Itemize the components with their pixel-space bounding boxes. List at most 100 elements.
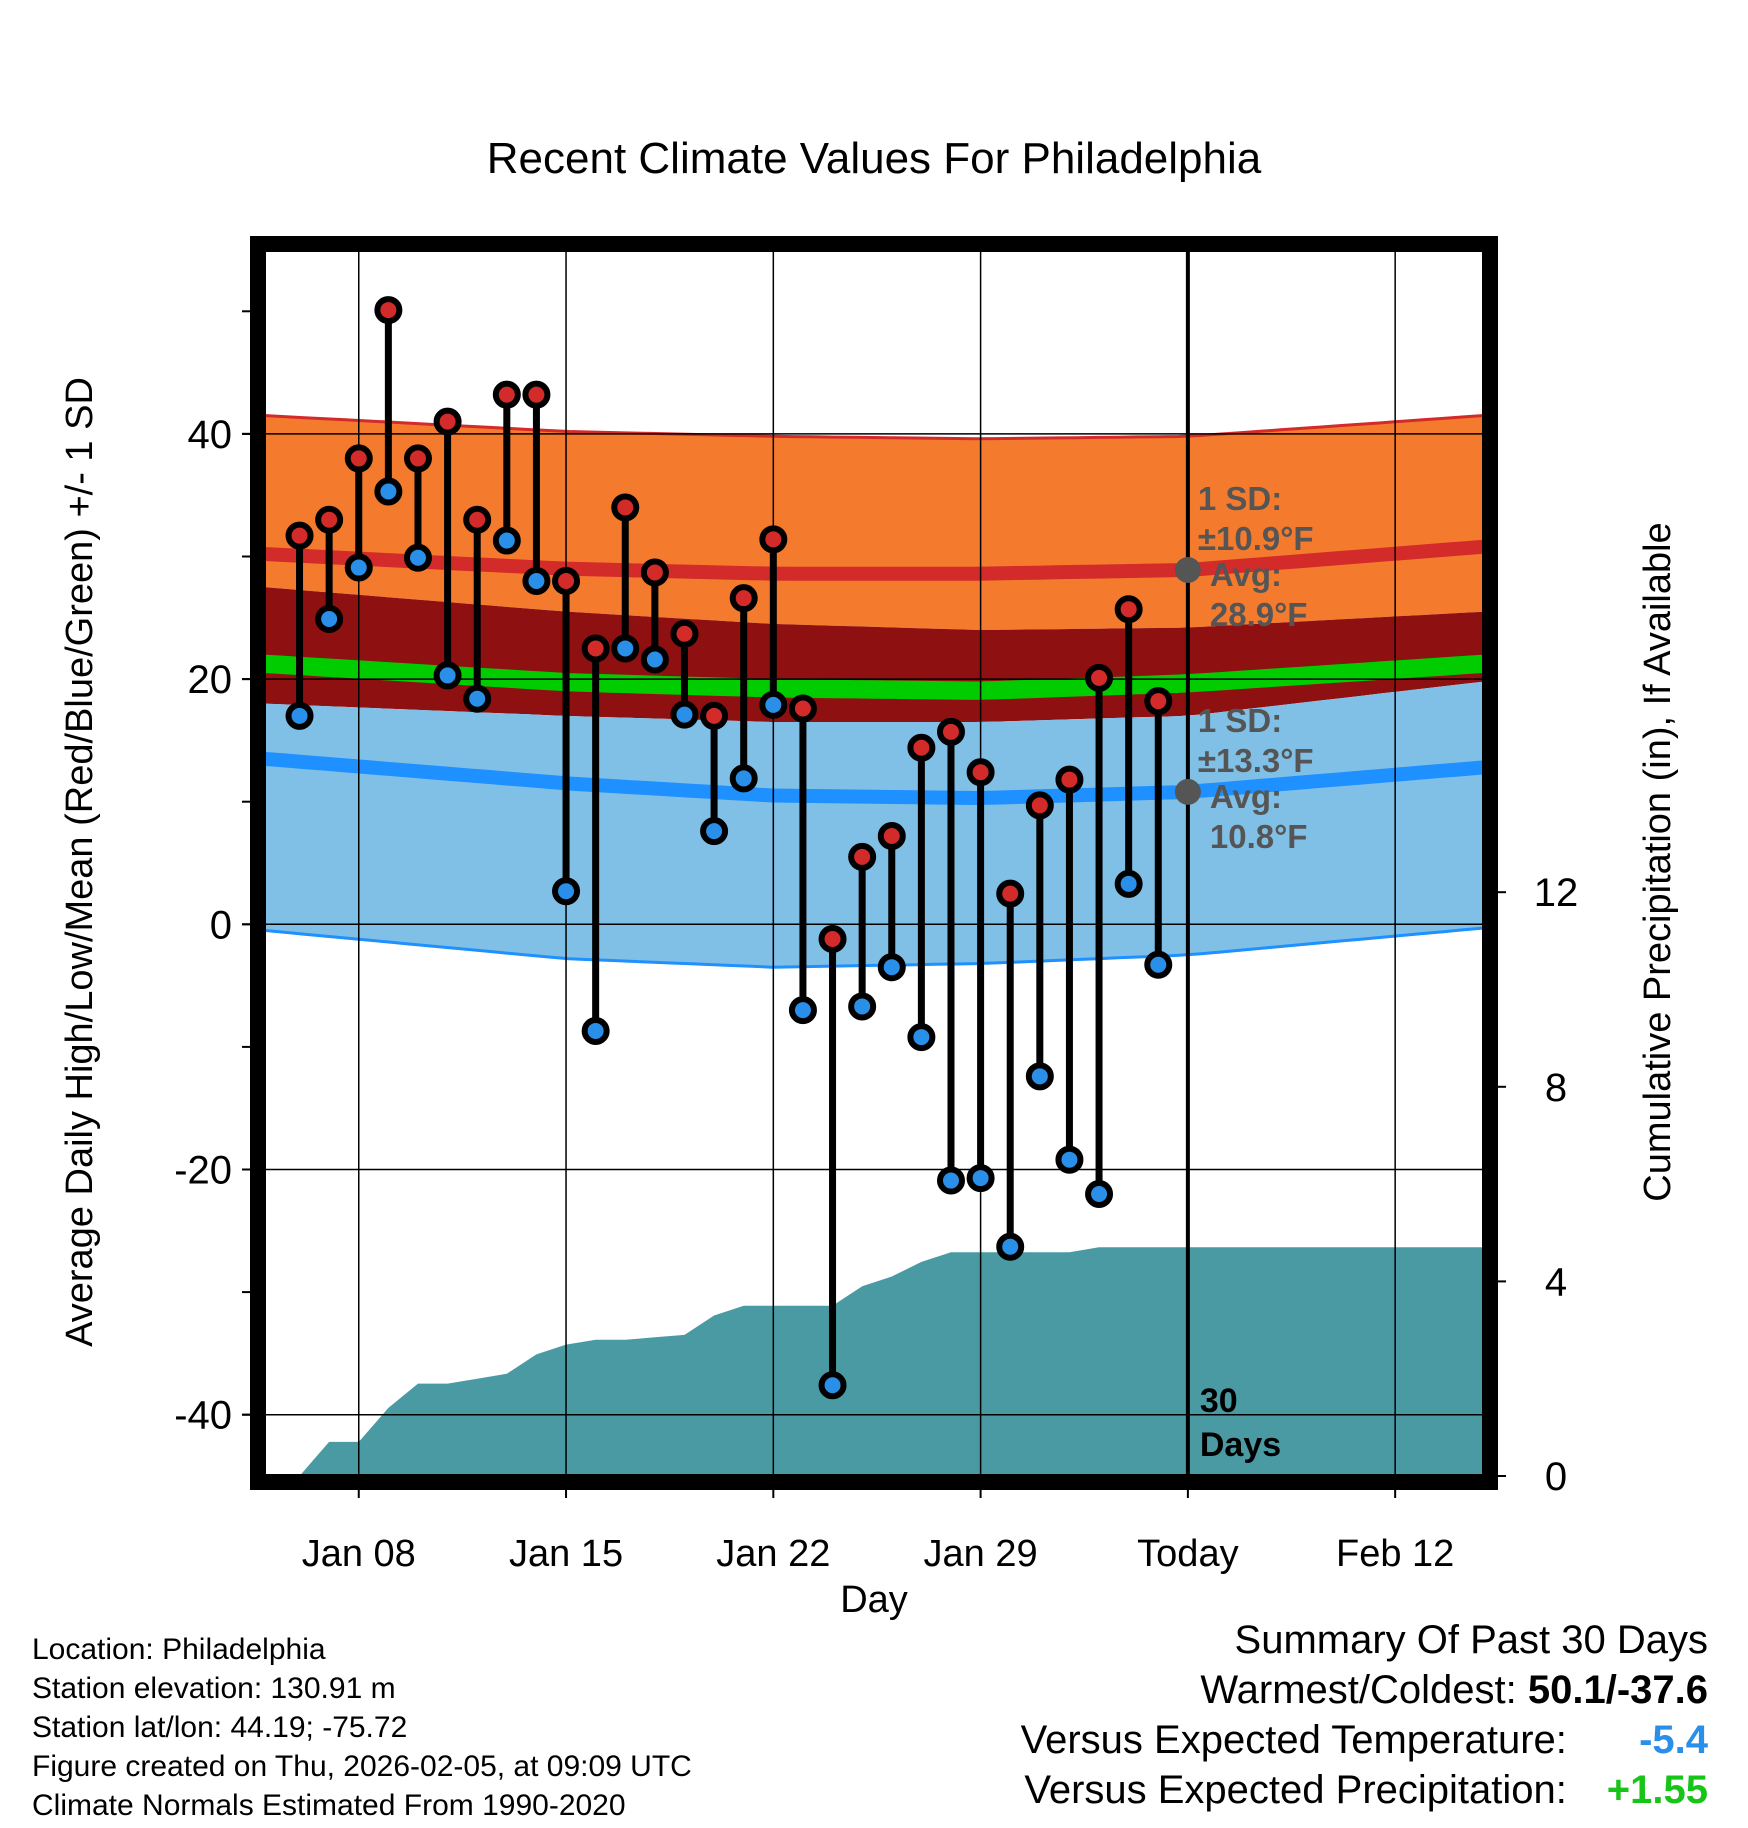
high-sd-label: 1 SD:	[1198, 480, 1282, 517]
temp-value: -5.4	[1639, 1718, 1708, 1762]
x-tick-label: Jan 15	[509, 1533, 623, 1575]
high-point	[552, 567, 581, 596]
days-count-label: Days	[1200, 1426, 1281, 1464]
y-axis-label-left: Average Daily High/Low/Mean (Red/Blue/Gr…	[59, 377, 101, 1347]
low-point	[1085, 1180, 1114, 1209]
low-point	[1025, 1062, 1054, 1091]
low-point	[848, 992, 877, 1021]
climate-chart: Recent Climate Values For Philadelphia 1…	[59, 134, 1679, 1621]
high-point	[670, 619, 699, 648]
x-tick-label: Jan 08	[302, 1533, 416, 1575]
latlon-text: Station lat/lon: 44.19; -75.72	[32, 1711, 408, 1744]
low-point	[552, 877, 581, 906]
high-avg-marker	[1174, 556, 1201, 583]
summary-temp: Versus Expected Temperature: -5.4	[1021, 1715, 1708, 1765]
high-point	[611, 493, 640, 522]
warm-cold-value: 50.1/-37.6	[1527, 1668, 1708, 1712]
low-point	[433, 661, 462, 690]
low-point	[818, 1371, 847, 1400]
high-point	[285, 521, 314, 550]
high-point	[581, 634, 610, 663]
days-count-number: 30	[1200, 1382, 1238, 1420]
high-point	[463, 505, 492, 534]
y-tick-label-left: -40	[174, 1394, 232, 1438]
y-tick-label-left: 40	[188, 413, 233, 457]
chart-title: Recent Climate Values For Philadelphia	[487, 134, 1262, 183]
low-point	[877, 953, 906, 982]
x-tick-label: Jan 22	[716, 1533, 830, 1575]
high-mean-line	[264, 539, 1484, 581]
low-point	[700, 817, 729, 846]
y-tick-label-left: 20	[188, 658, 233, 702]
precip-label: Versus Expected Precipitation:	[1024, 1768, 1567, 1812]
low-sd-label: 1 SD:	[1198, 702, 1282, 739]
low-point	[285, 701, 314, 730]
low-point	[522, 567, 551, 596]
y-tick-label-right: 8	[1545, 1066, 1567, 1110]
low-point	[344, 553, 373, 582]
high-point	[522, 380, 551, 409]
high-upper-edge	[264, 414, 1484, 441]
low-sd-value: ±13.3°F	[1198, 742, 1314, 779]
plot-frame	[250, 236, 1498, 1490]
elevation-text: Station elevation: 130.91 m	[32, 1672, 396, 1705]
high-point	[700, 701, 729, 730]
low-point	[670, 700, 699, 729]
location-text: Location: Philadelphia	[32, 1633, 326, 1666]
low-lower-edge	[264, 926, 1484, 969]
low-avg-label: Avg:	[1210, 778, 1282, 815]
high-point	[640, 558, 669, 587]
low-point	[936, 1166, 965, 1195]
high-point	[1085, 663, 1114, 692]
x-tick-label: Jan 29	[924, 1533, 1038, 1575]
created-text: Figure created on Thu, 2026-02-05, at 09…	[32, 1750, 692, 1783]
high-point	[877, 822, 906, 851]
low-point	[492, 526, 521, 555]
summary-heading: Summary Of Past 30 Days	[1234, 1618, 1708, 1662]
high-point	[848, 842, 877, 871]
y-tick-label-left: 0	[210, 903, 232, 947]
low-point	[1055, 1145, 1084, 1174]
high-point	[492, 380, 521, 409]
precip-area	[264, 1247, 1484, 1476]
y-tick-label-left: -20	[174, 1149, 232, 1193]
high-point	[759, 525, 788, 554]
low-point	[996, 1232, 1025, 1261]
low-point	[315, 605, 344, 634]
summary-precip: Versus Expected Precipitation: +1.55	[1021, 1765, 1708, 1815]
high-point	[907, 733, 936, 762]
low-point	[788, 996, 817, 1025]
high-point	[936, 717, 965, 746]
high-point	[403, 444, 432, 473]
x-axis-label: Day	[840, 1579, 908, 1621]
high-sd-value: ±10.9°F	[1198, 520, 1314, 557]
low-point	[759, 690, 788, 719]
high-point	[788, 694, 817, 723]
high-point	[1114, 595, 1143, 624]
y-tick-label-right: 0	[1545, 1455, 1567, 1499]
y-tick-label-right: 4	[1545, 1260, 1567, 1304]
summary-panel: Summary Of Past 30 Days Warmest/Coldest:…	[1021, 1615, 1708, 1815]
high-point	[818, 925, 847, 954]
high-point	[315, 505, 344, 534]
precip-value: +1.55	[1606, 1768, 1708, 1812]
high-point	[374, 296, 403, 325]
x-tick-label: Today	[1137, 1533, 1238, 1575]
low-point	[374, 477, 403, 506]
high-point	[966, 758, 995, 787]
normals-text: Climate Normals Estimated From 1990-2020	[32, 1789, 626, 1822]
low-point	[1144, 950, 1173, 979]
summary-warm-cold: Warmest/Coldest: 50.1/-37.6	[1021, 1665, 1708, 1715]
low-avg-marker	[1174, 778, 1201, 805]
high-point	[729, 584, 758, 613]
high-point	[1144, 687, 1173, 716]
low-point	[581, 1016, 610, 1045]
low-point	[403, 543, 432, 572]
low-avg-value: 10.8°F	[1210, 818, 1308, 855]
low-mean-line	[264, 751, 1484, 806]
station-info: Location: Philadelphia Station elevation…	[32, 1630, 692, 1825]
warm-cold-label: Warmest/Coldest:	[1200, 1668, 1517, 1712]
high-avg-label: Avg:	[1210, 556, 1282, 593]
low-point	[1114, 869, 1143, 898]
low-point	[907, 1023, 936, 1052]
